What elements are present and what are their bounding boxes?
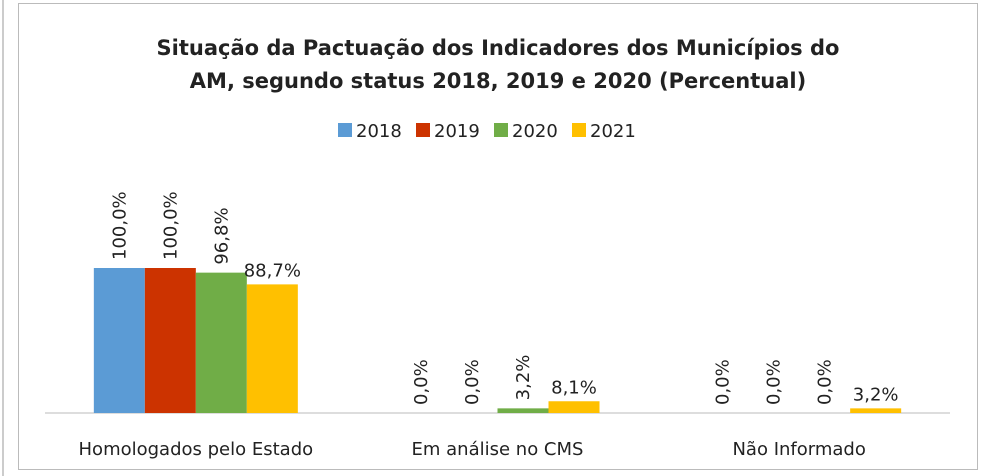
data-label: 88,7%	[244, 260, 301, 281]
data-label: 0,0%	[462, 359, 483, 405]
bar	[93, 268, 145, 413]
data-label: 0,0%	[713, 359, 734, 405]
data-label: 0,0%	[764, 359, 785, 405]
bar	[246, 284, 298, 413]
legend-label: 2019	[434, 121, 480, 142]
chart-title: AM, segundo status 2018, 2019 e 2020 (Pe…	[190, 69, 806, 93]
data-label: 100,0%	[109, 191, 130, 260]
legend-swatch	[494, 123, 508, 137]
x-tick-label: Não Informado	[732, 439, 865, 460]
legend-swatch	[572, 123, 586, 137]
legend-label: 2021	[590, 121, 636, 142]
data-label: 0,0%	[411, 359, 432, 405]
bar	[548, 401, 600, 413]
data-label: 96,8%	[211, 207, 232, 264]
bar	[850, 408, 902, 413]
x-tick-label: Homologados pelo Estado	[79, 439, 314, 460]
data-label: 3,2%	[513, 355, 534, 401]
chart-title: Situação da Pactuação dos Indicadores do…	[157, 36, 840, 60]
data-label: 3,2%	[853, 384, 899, 405]
data-label: 8,1%	[551, 377, 597, 398]
bar	[144, 268, 196, 413]
bar	[497, 408, 549, 413]
data-label: 100,0%	[160, 191, 181, 260]
legend-swatch	[338, 123, 352, 137]
data-label: 0,0%	[815, 359, 836, 405]
legend-swatch	[416, 123, 430, 137]
x-tick-label: Em análise no CMS	[412, 439, 584, 460]
legend-label: 2018	[356, 121, 402, 142]
bar	[195, 272, 247, 413]
legend-label: 2020	[512, 121, 558, 142]
